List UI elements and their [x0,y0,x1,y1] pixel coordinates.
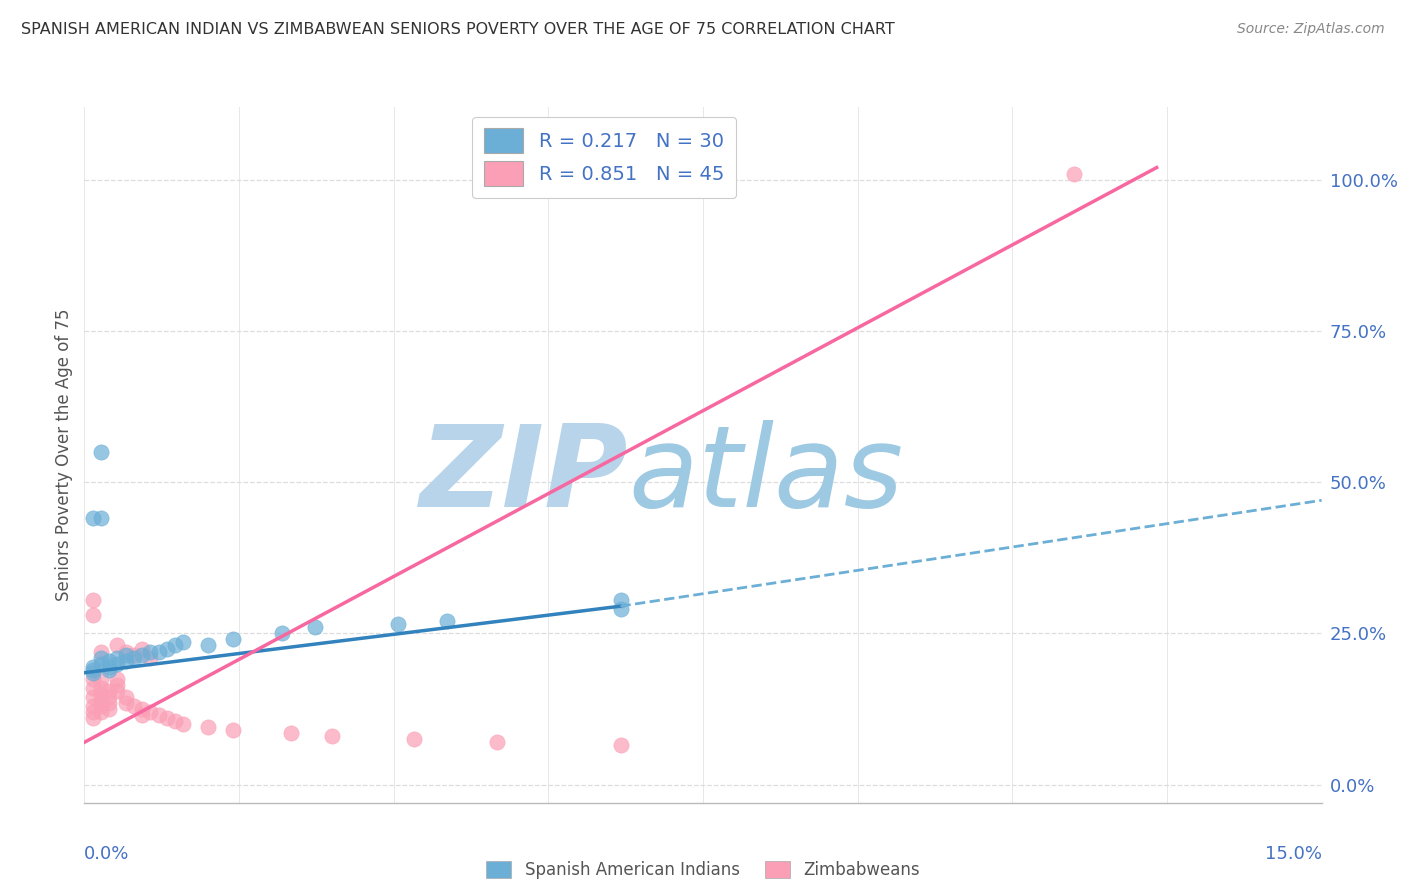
Point [90,672,112,686]
Point [98,654,121,668]
Legend: R = 0.217   N = 30, R = 0.851   N = 45: R = 0.217 N = 30, R = 0.851 N = 45 [472,117,735,198]
Point [82,593,104,607]
Point [122,698,145,713]
Point [82,690,104,704]
Point [82,665,104,680]
Point [90,644,112,658]
Point [271,626,294,640]
Point [82,705,104,719]
Legend: Spanish American Indians, Zimbabweans: Spanish American Indians, Zimbabweans [481,855,925,884]
Point [82,711,104,725]
Point [172,717,194,731]
Point [82,681,104,695]
Point [609,593,631,607]
Point [82,698,104,713]
Point [222,632,245,647]
Point [105,684,128,698]
Point [280,726,302,740]
Point [165,639,187,653]
Point [90,511,112,525]
Point [131,648,153,662]
Point [114,690,136,704]
Point [90,687,112,701]
Point [165,714,187,728]
Text: 0.0%: 0.0% [84,845,129,863]
Point [609,602,631,616]
Point [197,639,219,653]
Point [82,511,104,525]
Point [609,739,631,753]
Point [82,663,104,677]
Point [90,657,112,671]
Point [197,720,219,734]
Point [105,672,128,686]
Point [156,641,179,656]
Point [122,650,145,665]
Point [172,635,194,649]
Point [156,711,179,725]
Point [105,650,128,665]
Point [139,705,162,719]
Point [90,650,112,665]
Point [1063,167,1085,181]
Point [90,698,112,713]
Point [105,678,128,692]
Point [304,620,326,634]
Point [114,648,136,662]
Point [222,723,245,738]
Point [131,708,153,723]
Point [114,654,136,668]
Point [90,445,112,459]
Text: SPANISH AMERICAN INDIAN VS ZIMBABWEAN SENIORS POVERTY OVER THE AGE OF 75 CORRELA: SPANISH AMERICAN INDIAN VS ZIMBABWEAN SE… [21,22,894,37]
Text: Source: ZipAtlas.com: Source: ZipAtlas.com [1237,22,1385,37]
Point [485,735,508,749]
Point [131,641,153,656]
Text: 15.0%: 15.0% [1264,845,1322,863]
Point [436,615,458,629]
Point [98,696,121,710]
Point [90,693,112,707]
Point [122,648,145,662]
Point [98,684,121,698]
Point [148,708,170,723]
Point [387,617,409,632]
Point [105,639,128,653]
Point [404,732,426,747]
Point [98,663,121,677]
Point [139,644,162,658]
Point [82,659,104,673]
Point [105,657,128,671]
Point [148,644,170,658]
Point [82,608,104,623]
Text: ZIP: ZIP [420,420,628,532]
Point [139,650,162,665]
Point [82,672,104,686]
Point [114,696,136,710]
Y-axis label: Seniors Poverty Over the Age of 75: Seniors Poverty Over the Age of 75 [55,309,73,601]
Point [321,729,343,743]
Point [90,681,112,695]
Point [114,644,136,658]
Point [131,702,153,716]
Point [90,705,112,719]
Point [98,702,121,716]
Text: atlas: atlas [628,420,904,532]
Point [98,659,121,673]
Point [98,690,121,704]
